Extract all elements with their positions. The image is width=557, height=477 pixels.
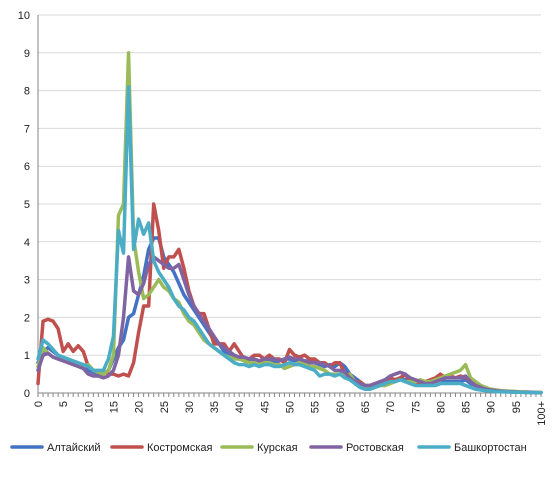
series-lines (36, 51, 543, 395)
x-tick-label: 80 (435, 401, 447, 413)
legend-label-5: Башкортостан (454, 442, 527, 454)
y-tick-label: 1 (24, 350, 30, 362)
y-tick-label: 6 (24, 161, 30, 173)
x-tick-label: 40 (234, 401, 246, 413)
y-tick-label: 0 (24, 388, 30, 400)
x-tick-label: 15 (108, 401, 120, 413)
legend-label-3: Курская (257, 442, 298, 454)
x-tick-label: 55 (310, 401, 322, 413)
y-tick-label: 9 (24, 48, 30, 60)
y-tick-label: 8 (24, 86, 30, 98)
x-tick-label: 25 (159, 401, 171, 413)
y-tick-labels: 0 1 2 3 4 5 6 7 8 9 10 (18, 10, 30, 400)
legend-label-1: Алтайский (47, 442, 101, 454)
series-line-3 (36, 51, 543, 395)
series-line-4 (36, 255, 543, 395)
x-tick-label: 60 (335, 401, 347, 413)
x-tick-label: 95 (511, 401, 523, 413)
x-tick-label: 70 (385, 401, 397, 413)
y-tick-label: 3 (24, 275, 30, 287)
x-tick-label: 20 (134, 401, 146, 413)
y-tick-label: 2 (24, 312, 30, 324)
legend: Алтайский Костромская Курская Ростовская Баш… (10, 442, 527, 454)
x-tick-label: 5 (58, 401, 70, 407)
series-line-5 (36, 85, 543, 395)
x-tick-labels: 0 5 10 15 20 25 30 35 40 45 50 55 60 65 70 75 80 85 90 95 10… (33, 401, 548, 426)
legend-label-2: Костромская (147, 442, 213, 454)
x-tick-label: 35 (209, 401, 221, 413)
legend-label-4: Ростовская (346, 442, 404, 454)
y-tick-label: 10 (18, 10, 30, 22)
x-tick-label: 0 (33, 401, 45, 407)
x-tick-label: 45 (259, 401, 271, 413)
y-tick-label: 7 (24, 123, 30, 135)
x-tick-label: 50 (285, 401, 297, 413)
x-tick-label: 65 (360, 401, 372, 413)
y-tick-label: 4 (24, 237, 30, 249)
x-tick-label: 75 (410, 401, 422, 413)
x-tick-label: 90 (486, 401, 498, 413)
axes (37, 15, 542, 397)
x-tick-label: 85 (461, 401, 473, 413)
y-tick-label: 5 (24, 199, 30, 211)
x-tick-label: 100+ (536, 401, 548, 426)
x-tick-label: 30 (184, 401, 196, 413)
x-tick-label: 10 (83, 401, 95, 413)
